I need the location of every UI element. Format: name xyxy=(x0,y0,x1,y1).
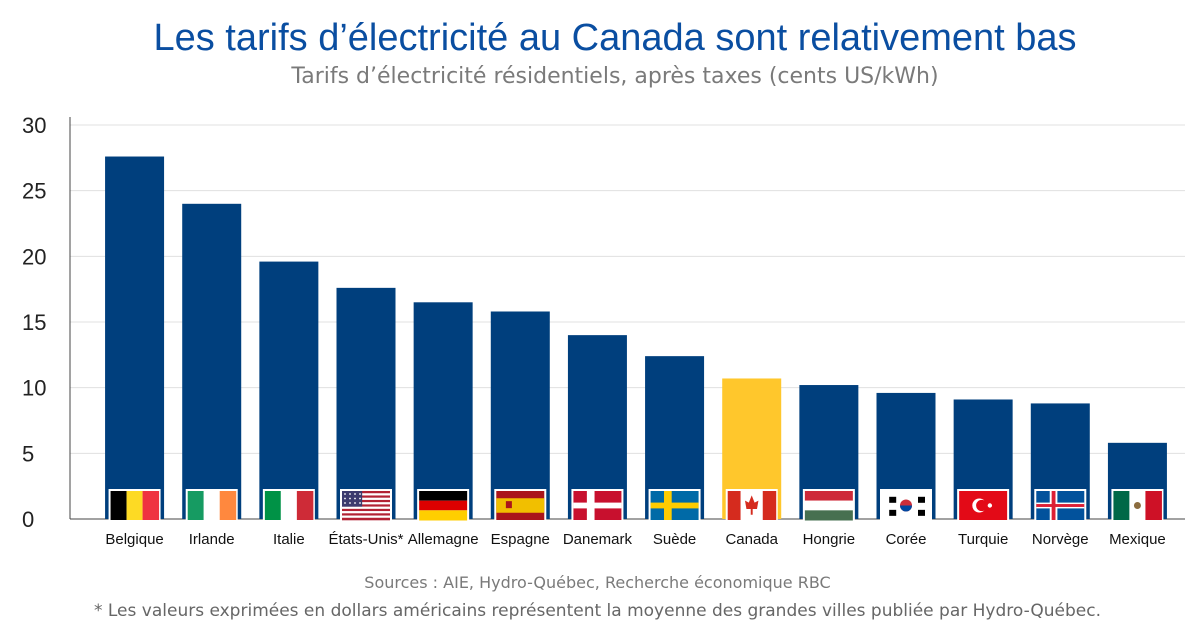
bar--tats-unis xyxy=(336,287,396,519)
turkey-flag-icon xyxy=(957,489,1010,522)
canada-flag-icon xyxy=(725,489,778,522)
y-tick-label: 25 xyxy=(22,179,46,204)
sweden-flag-icon xyxy=(648,489,701,522)
italy-flag-icon xyxy=(262,489,315,522)
usa-flag-icon xyxy=(340,489,392,522)
belgium-flag-icon xyxy=(108,489,161,522)
bar-espagne xyxy=(490,311,550,519)
x-tick-label: Hongrie xyxy=(803,531,856,548)
x-tick-label: Corée xyxy=(886,531,927,548)
x-tick-label: Danemark xyxy=(563,531,633,548)
x-tick-label: Norvège xyxy=(1032,531,1089,548)
ireland-flag-icon xyxy=(185,489,238,522)
y-tick-label: 15 xyxy=(22,310,46,335)
spain-flag-icon xyxy=(494,489,547,522)
chart-subtitle: Tarifs d’électricité résidentiels, après… xyxy=(291,64,939,89)
x-tick-label: Mexique xyxy=(1109,531,1166,548)
x-tick-label: Italie xyxy=(273,531,305,548)
chart-source: Sources : AIE, Hydro-Québec, Recherche é… xyxy=(364,573,831,592)
iceland-flag-icon xyxy=(1034,489,1087,522)
y-tick-label: 20 xyxy=(22,244,46,269)
germany-flag-icon xyxy=(417,489,470,522)
x-tick-label: Canada xyxy=(725,531,778,548)
x-tick-label: Espagne xyxy=(491,531,550,548)
korea-flag-icon xyxy=(880,489,932,522)
hungary-flag-icon xyxy=(802,489,855,522)
y-tick-label: 5 xyxy=(22,441,34,466)
x-tick-label: Allemagne xyxy=(408,531,479,548)
denmark-flag-icon xyxy=(571,489,624,522)
x-tick-label: Irlande xyxy=(189,531,235,548)
bar-irlande xyxy=(182,203,242,520)
bar-belgique xyxy=(105,156,165,519)
y-tick-label: 30 xyxy=(22,113,46,138)
chart-footnote: * Les valeurs exprimées en dollars améri… xyxy=(93,601,1101,621)
mexico-flag-icon xyxy=(1111,489,1164,522)
y-tick-label: 0 xyxy=(22,507,34,532)
x-tick-label: Turquie xyxy=(958,531,1008,548)
x-tick-label: États-Unis* xyxy=(328,531,403,548)
bar-danemark xyxy=(567,335,627,519)
chart-title: Les tarifs d’électricité au Canada sont … xyxy=(153,17,1077,59)
y-tick-label: 10 xyxy=(22,376,46,401)
x-tick-label: Belgique xyxy=(105,531,163,548)
bar-italie xyxy=(259,261,319,519)
bar-allemagne xyxy=(413,302,473,519)
x-tick-label: Suède xyxy=(653,531,696,548)
